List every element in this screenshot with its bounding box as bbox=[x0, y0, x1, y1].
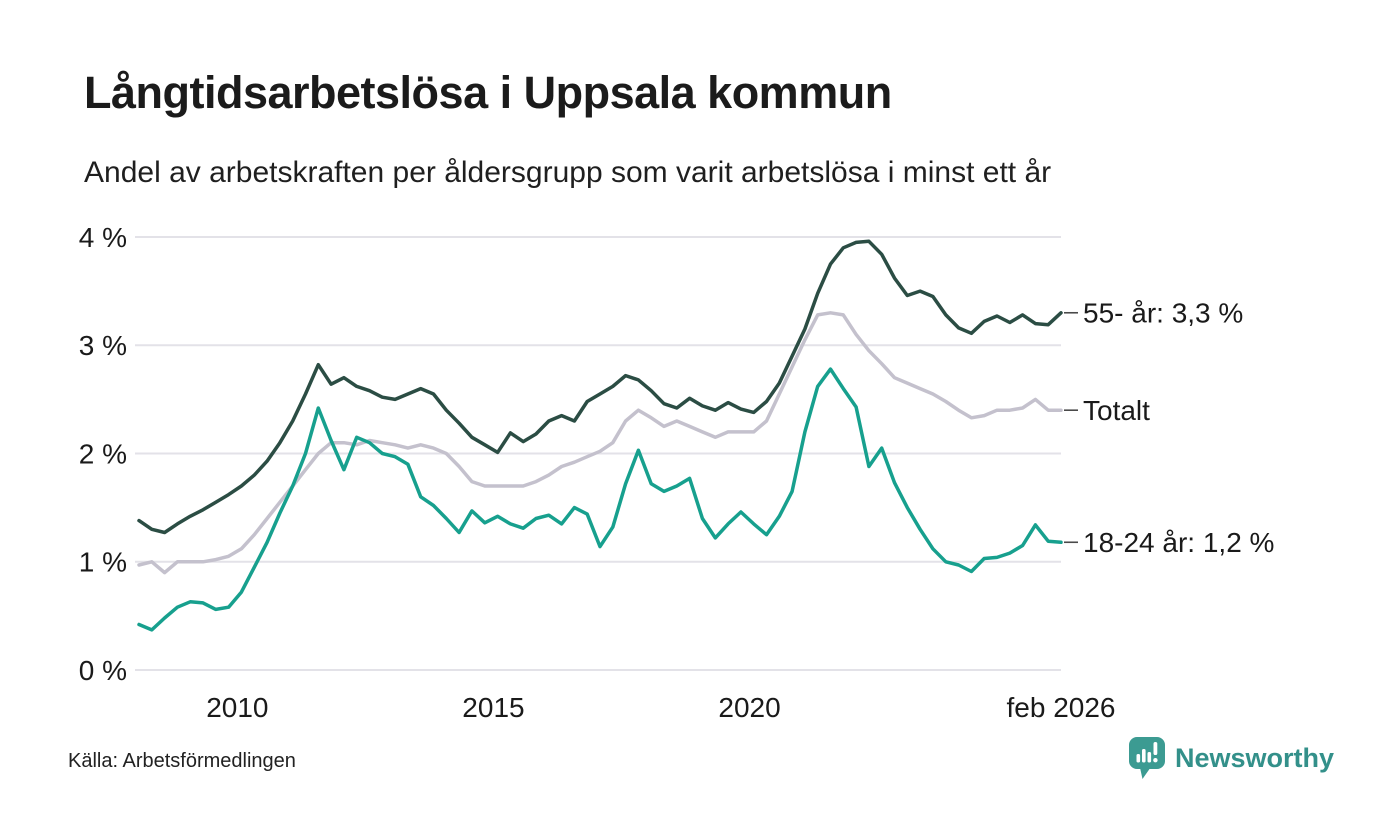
y-tick-label: 4 % bbox=[79, 222, 127, 253]
x-tick-label: feb 2026 bbox=[1007, 692, 1116, 723]
chart-subtitle: Andel av arbetskraften per åldersgrupp s… bbox=[84, 156, 1052, 189]
series-line-18-24-r bbox=[137, 367, 1063, 632]
source-note: Källa: Arbetsförmedlingen bbox=[68, 750, 296, 772]
x-tick-label: 2015 bbox=[462, 692, 524, 723]
x-tick-label: 2010 bbox=[206, 692, 268, 723]
y-tick-label: 0 % bbox=[79, 655, 127, 686]
x-tick-label: 2020 bbox=[718, 692, 780, 723]
y-tick-label: 2 % bbox=[79, 438, 127, 469]
series-end-label: 55- år: 3,3 % bbox=[1083, 298, 1243, 329]
newsworthy-speech-bubble-barchart-icon bbox=[1128, 737, 1165, 779]
series-end-label: Totalt bbox=[1083, 395, 1150, 426]
y-tick-label: 3 % bbox=[79, 330, 127, 361]
page-title: Långtidsarbetslösa i Uppsala kommun bbox=[84, 67, 892, 118]
series-line-55-r bbox=[137, 239, 1063, 535]
series-end-label: 18-24 år: 1,2 % bbox=[1083, 527, 1274, 558]
newsworthy-logo[interactable]: Newsworthy bbox=[1128, 736, 1334, 781]
brand-name: Newsworthy bbox=[1174, 743, 1334, 773]
y-tick-label: 1 % bbox=[79, 547, 127, 578]
